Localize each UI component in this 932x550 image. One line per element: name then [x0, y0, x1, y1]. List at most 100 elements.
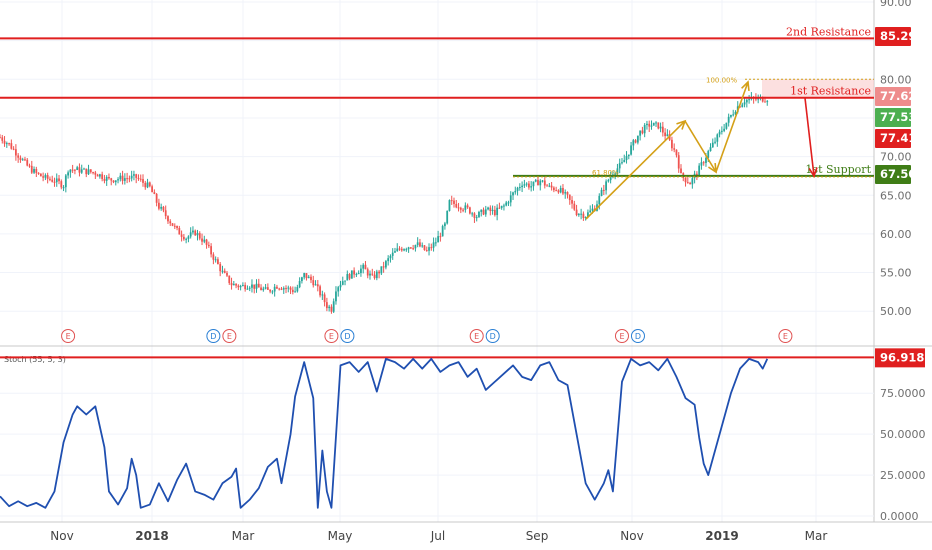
candle-body [128, 178, 131, 180]
candle-body [28, 165, 31, 167]
candle-body [264, 287, 267, 289]
candle-body [398, 248, 401, 250]
candle-body [475, 217, 478, 219]
candle-body [589, 210, 592, 213]
date-tick-label: May [328, 529, 353, 543]
candle-body [105, 176, 108, 181]
candle-body [257, 283, 260, 288]
candle-body [478, 211, 480, 218]
candle-body [659, 126, 662, 129]
event-marker-label: E [329, 332, 334, 341]
candle-body [357, 273, 360, 275]
event-marker-e[interactable] [222, 329, 237, 343]
candle-body [666, 134, 669, 137]
candle-body [207, 244, 210, 247]
fib-arrow-2-shaft [684, 120, 717, 173]
candle-body [684, 177, 687, 183]
candle-body [74, 169, 76, 171]
candle-body [221, 270, 224, 272]
price-tick-label: 50.00 [880, 305, 912, 318]
candle-body [366, 269, 369, 276]
candle-body [453, 200, 455, 204]
candle-body [725, 122, 728, 129]
candle-body [360, 268, 362, 274]
candle-body [344, 280, 346, 282]
candle-body [307, 276, 310, 279]
fib-arrow-3-head [741, 80, 750, 92]
candle-body [266, 287, 269, 290]
candle-body [69, 169, 72, 173]
candle-body [714, 141, 716, 143]
event-marker-d[interactable] [630, 329, 645, 343]
candle-body [339, 284, 342, 288]
candle-body [441, 226, 444, 237]
event-marker-label: E [783, 332, 788, 341]
candle-body [314, 284, 317, 286]
candle-body [375, 271, 378, 279]
candle-body [271, 291, 274, 293]
candle-body [135, 174, 138, 178]
candle-body [371, 273, 374, 275]
candle-body [661, 126, 664, 133]
candle-body [162, 206, 165, 211]
candle-body [466, 205, 469, 208]
candle-body [219, 264, 222, 272]
price-badge-label: 67.50 [880, 167, 916, 181]
fib-arrow-3-shaft [715, 81, 749, 173]
candle-body [101, 174, 104, 180]
stoch-tick-label: 25.0000 [880, 469, 926, 482]
stoch-tick-label: 50.0000 [880, 428, 926, 441]
price-badge-label: 85.29 [880, 29, 916, 43]
candle-body [528, 183, 530, 188]
candle-body [237, 285, 240, 288]
candle-body [62, 187, 65, 189]
candle-body [630, 145, 632, 155]
event-marker-e[interactable] [61, 329, 76, 343]
candle-body [439, 236, 442, 238]
candle-body [419, 242, 421, 247]
candle-body [287, 287, 290, 289]
candle-body [39, 173, 42, 177]
candle-body [301, 277, 303, 282]
candle-body [671, 139, 673, 149]
event-marker-e[interactable] [469, 329, 484, 343]
event-marker-e[interactable] [614, 329, 629, 343]
event-marker-e[interactable] [324, 329, 339, 343]
event-marker-d[interactable] [340, 329, 355, 343]
candle-body [203, 239, 206, 242]
candle-body [155, 193, 158, 203]
candle-body [76, 167, 79, 170]
candle-body [557, 190, 560, 193]
event-marker-d[interactable] [206, 329, 221, 343]
candle-body [400, 248, 403, 251]
candle-body [226, 272, 228, 276]
candle-body [403, 249, 405, 251]
candle-body [169, 221, 172, 224]
price-badge [875, 129, 911, 148]
candle-body [484, 209, 487, 215]
candle-body [294, 291, 296, 293]
candle-body [650, 125, 653, 127]
candle-body [71, 169, 74, 171]
event-marker-e[interactable] [778, 329, 793, 343]
candle-body [575, 209, 578, 216]
price-tick-label: 60.00 [880, 228, 912, 241]
candle-body [457, 207, 460, 209]
event-marker-d[interactable] [485, 329, 500, 343]
candle-body [278, 288, 281, 290]
candle-body [53, 181, 56, 183]
stoch-badge-label: 96.9187 [880, 350, 932, 364]
event-marker-label: E [474, 332, 479, 341]
candle-body [130, 175, 133, 179]
candle-body [42, 176, 45, 178]
candle-body [24, 159, 26, 161]
candle-body [730, 115, 732, 117]
candle-body [591, 208, 594, 211]
candle-body [335, 291, 337, 302]
candle-body [167, 216, 169, 222]
candle-body [78, 167, 81, 173]
candle-body [58, 178, 60, 182]
candle-body [189, 232, 192, 237]
candle-body [185, 238, 188, 240]
